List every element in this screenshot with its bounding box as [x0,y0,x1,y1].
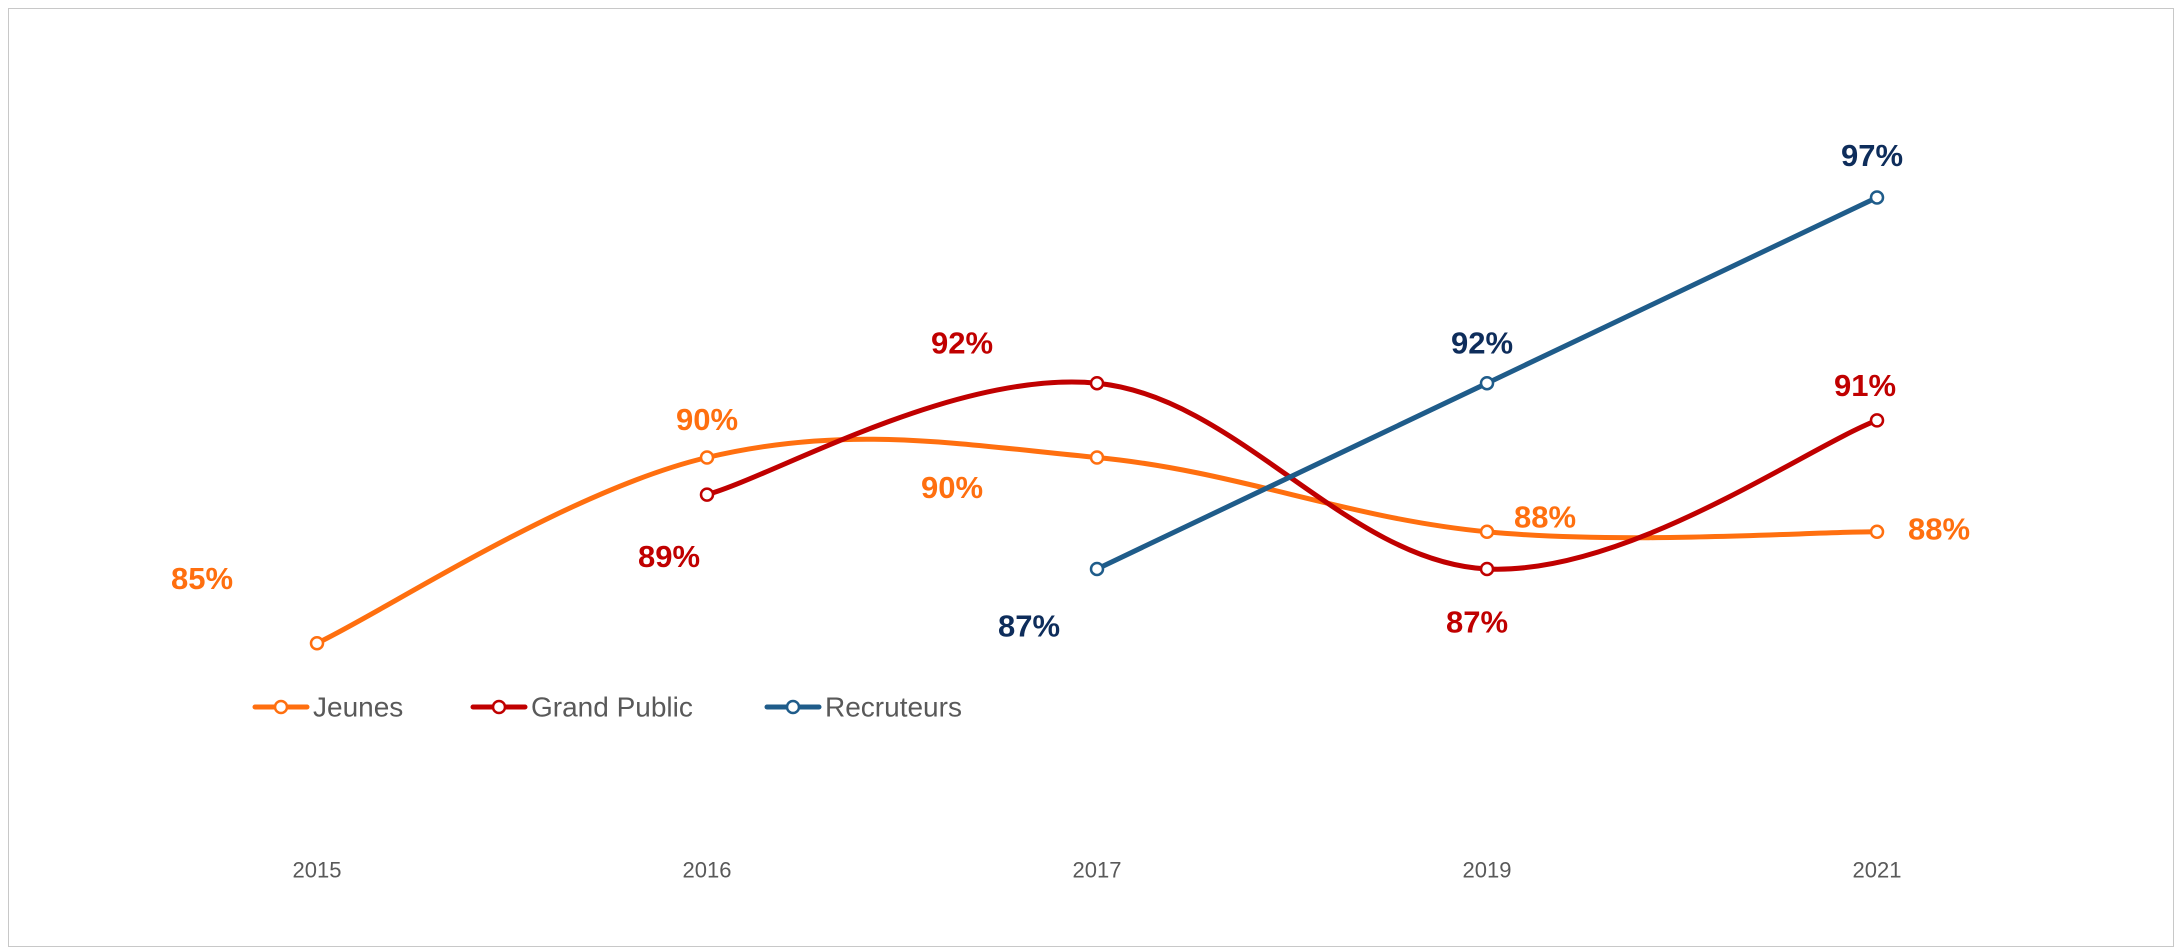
x-tick-label-2021: 2021 [1853,858,1902,883]
legend-item-recruteurs: Recruteurs [764,692,962,723]
legend-label-grand-public: Grand Public [531,692,693,723]
data-point-jeunes-2019 [1479,524,1495,540]
legend: Jeunes Grand Public Recruteurs [252,692,962,723]
data-label-jeunes-2017: 90% [921,470,983,505]
legend-marker-grand-public [491,699,507,715]
data-point-jeunes-2016 [699,450,715,465]
data-point-jeunes-2021 [1869,524,1885,540]
chart-area: 85% 90% 90% 88% 88% 89% 92% 87% 91% 87% 92% 97% 201… [8,8,2174,947]
data-point-grand-public-2021 [1869,413,1885,428]
data-point-grand-public-2017 [1089,375,1105,391]
data-label-jeunes-2015: 85% [171,561,233,596]
data-label-grand-public-2017: 92% [931,326,993,361]
data-point-recruteurs-2019 [1479,375,1495,391]
data-point-recruteurs-2017 [1089,561,1105,577]
series-points [309,190,1885,651]
data-label-recruteurs-2019: 92% [1451,326,1513,361]
data-point-grand-public-2016 [699,487,715,502]
series-lines [314,194,1880,646]
x-tick-label-2017: 2017 [1073,858,1122,883]
data-label-grand-public-2016: 89% [638,539,700,574]
data-label-recruteurs-2021: 97% [1841,138,1903,173]
legend-marker-recruteurs [785,699,801,715]
data-point-jeunes-2017 [1089,450,1105,465]
data-label-jeunes-2019: 88% [1514,499,1576,534]
legend-item-jeunes: Jeunes [252,692,403,723]
x-tick-label-2016: 2016 [683,858,732,883]
data-label-grand-public-2019: 87% [1446,604,1508,639]
x-tick-label-2019: 2019 [1463,858,1512,883]
data-label-jeunes-2021: 88% [1908,511,1970,546]
line-chart: 85% 90% 90% 88% 88% 89% 92% 87% 91% 87% 92% 97% 201… [171,138,1970,883]
data-labels: 85% 90% 90% 88% 88% 89% 92% 87% 91% 87% 92% 97% [171,138,1970,644]
data-label-recruteurs-2017: 87% [998,608,1060,643]
data-label-grand-public-2021: 91% [1834,368,1896,403]
legend-label-recruteurs: Recruteurs [825,692,962,723]
series-line-jeunes [314,436,1880,646]
data-point-grand-public-2019 [1479,561,1495,577]
legend-label-jeunes: Jeunes [313,692,403,723]
data-point-recruteurs-2021 [1869,190,1885,205]
x-tick-label-2015: 2015 [293,858,342,883]
x-axis-ticks: 2015 2016 2017 2019 2021 [293,858,1902,883]
data-label-jeunes-2016: 90% [676,402,738,437]
data-point-jeunes-2015 [309,636,325,651]
legend-item-grand-public: Grand Public [470,692,693,723]
legend-marker-jeunes [273,699,289,715]
